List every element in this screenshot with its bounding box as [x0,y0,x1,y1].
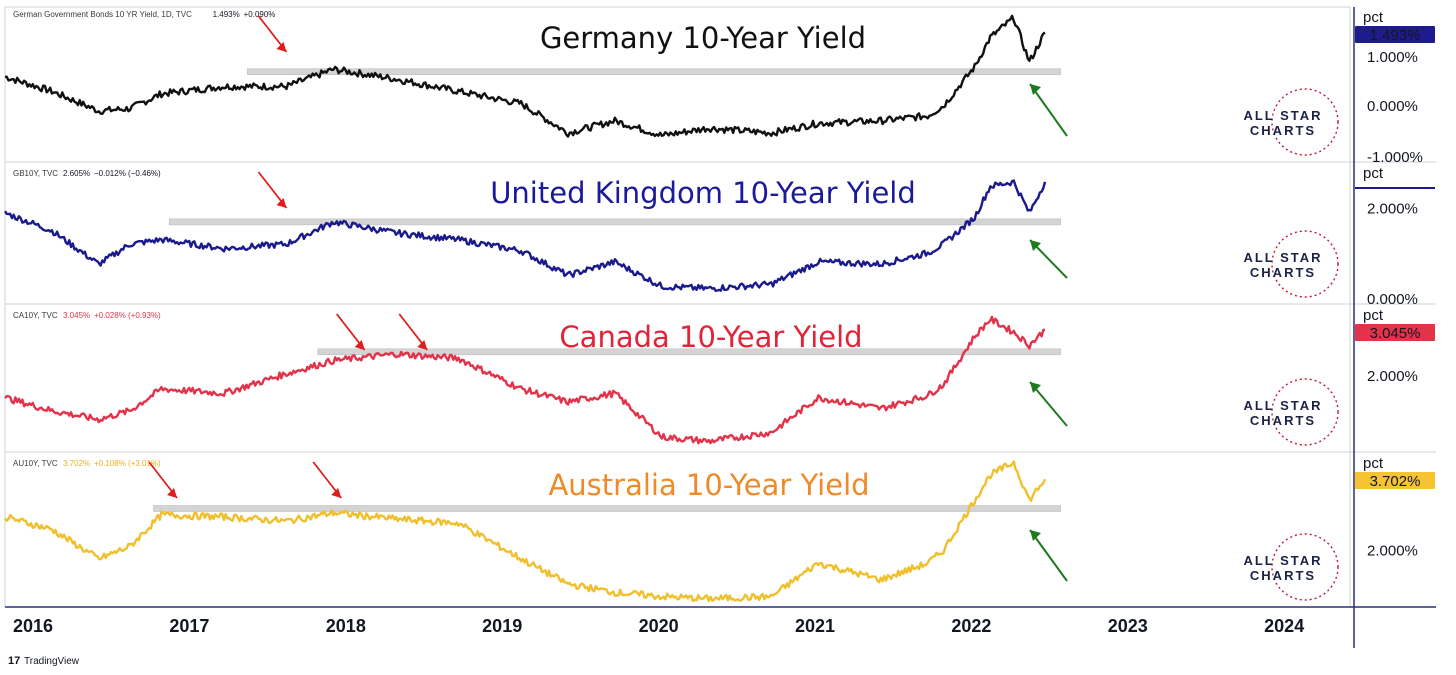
panel-frames [4,6,1436,648]
year-tick-label: 2019 [482,616,522,636]
price-tick-label: -1.000% [1367,149,1423,166]
arrow-head [1030,84,1041,95]
legend-change: −0.012% (−0.46%) [94,169,161,178]
logo-ring [1271,378,1339,446]
arrow-up-left-icon [1029,83,1068,137]
logo-line-2: CHARTS [1250,413,1316,428]
last-value-label: 3.702% [1370,473,1421,490]
price-tick-label: 0.000% [1367,98,1418,115]
legend-label[interactable]: GB10Y, TVC [13,169,58,178]
logo-line-2: CHARTS [1250,123,1316,138]
legend-value: 3.702% [63,459,90,468]
tradingview-logo-icon: 17 [8,655,20,667]
price-tick-label: 2.000% [1367,542,1418,559]
legend-change: +0.028% (+0.93%) [94,311,161,320]
price-tick-label: 0.000% [1367,291,1418,308]
resistance-band [317,348,1061,356]
legend-change: +0.108% (+3.01%) [94,459,161,468]
price-axis[interactable]: pct 1.000% 0.000% -1.000% 1.493% [1355,9,1435,166]
legend-value: 1.493% [213,10,240,19]
chart-title: Australia 10-Year Yield [548,468,869,502]
last-value-label: 3.045% [1370,325,1421,342]
legend-label[interactable]: CA10Y, TVC [13,311,58,320]
year-tick-label: 2023 [1108,616,1148,636]
legend-value: 2.605% [63,169,90,178]
logo-line-2: CHARTS [1250,568,1316,583]
year-tick-label: 2024 [1264,616,1304,636]
legend-value: 3.045% [63,311,90,320]
price-tick-label: 2.000% [1367,201,1418,218]
last-value-marker [1355,187,1435,189]
price-axis[interactable]: pct 2.000% 0.000% [1355,165,1435,308]
tradingview-label: TradingView [24,656,80,667]
unit-label: pct [1363,307,1384,324]
arrow-head [167,488,178,498]
panel-1[interactable]: Germany 10-Year Yield German Government B… [4,9,1435,166]
logo-line-1: ALL STAR [1243,108,1322,123]
legend-label[interactable]: German Government Bonds 10 YR Yield, 1D,… [13,10,192,19]
chart-title: Germany 10-Year Yield [540,21,866,55]
resistance-band [247,68,1061,76]
series-line[interactable] [3,179,1047,292]
logo-line-1: ALL STAR [1243,553,1322,568]
series-line[interactable] [4,460,1047,603]
last-value-tag [1355,26,1435,43]
last-value-label: 1.493% [1370,27,1421,44]
year-tick-label: 2020 [639,616,679,636]
year-tick-label: 2022 [951,616,991,636]
resistance-band [168,218,1061,226]
price-tick-label: 2.000% [1367,368,1418,385]
unit-label: pct [1363,455,1384,472]
panel-4[interactable]: Australia 10-Year Yield AU10Y, TVC 3.702% +… [4,455,1435,603]
time-axis[interactable]: 2016 2017 2018 2019 2020 2021 2022 2023 2024 [13,616,1304,636]
year-tick-label: 2017 [169,616,209,636]
arrow-head [331,488,342,498]
arrow-head [1030,382,1041,393]
resistance-band [153,505,1061,512]
logo-ring [1271,230,1339,298]
price-axis[interactable]: pct 2.000% 3.045% [1355,307,1435,385]
unit-label: pct [1363,165,1384,182]
logo-line-1: ALL STAR [1243,398,1322,413]
logo-line-2: CHARTS [1250,265,1316,280]
legend-label[interactable]: AU10Y, TVC [13,459,58,468]
legend-change: +0.090% [244,10,276,19]
tradingview-brand[interactable]: 17 TradingView [8,655,80,667]
panel-3[interactable]: Canada 10-Year Yield CA10Y, TVC 3.045% +0.0… [4,307,1435,446]
logo-ring [1271,88,1339,156]
unit-label: pct [1363,9,1384,26]
arrow-head [276,198,287,208]
logo-line-1: ALL STAR [1243,250,1322,265]
series-line[interactable] [4,315,1045,445]
arrow-head [354,340,365,350]
year-tick-label: 2016 [13,616,53,636]
chart-title: United Kingdom 10-Year Yield [490,176,916,210]
arrow-head [417,340,428,350]
series-line[interactable] [4,14,1046,138]
year-tick-label: 2018 [326,616,366,636]
price-axis[interactable]: pct 2.000% 3.702% [1355,455,1435,559]
price-tick-label: 1.000% [1367,49,1418,66]
arrow-head [1030,530,1041,541]
last-value-tag [1355,324,1435,341]
year-tick-label: 2021 [795,616,835,636]
logo-ring [1271,533,1339,601]
plot-area-border [4,6,1351,608]
arrow-head [1030,240,1041,251]
chart-title: Canada 10-Year Yield [559,320,862,354]
last-value-tag [1355,472,1435,489]
arrow-up-left-icon [1029,529,1068,582]
arrow-head [276,42,287,52]
panel-2[interactable]: United Kingdom 10-Year Yield GB10Y, TVC 2.… [3,165,1435,308]
